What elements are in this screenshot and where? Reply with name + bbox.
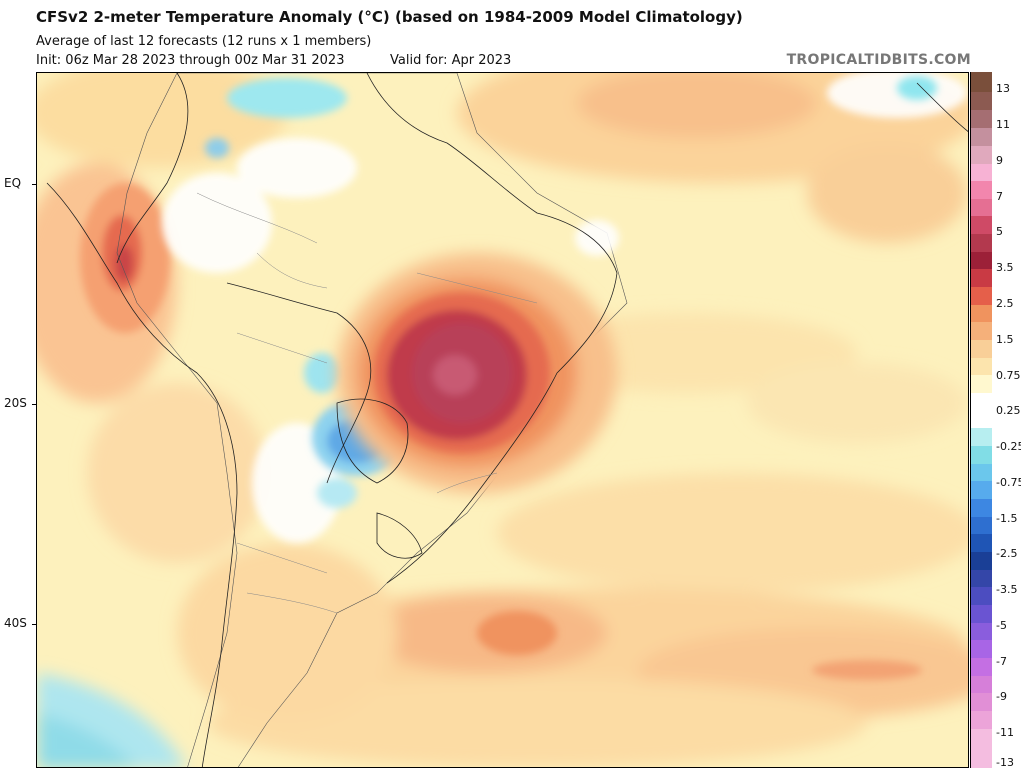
colorbar-label-7: 7 xyxy=(996,190,1003,203)
map-title: CFSv2 2-meter Temperature Anomaly (°C) (… xyxy=(36,8,743,26)
colorbar-label-5: 5 xyxy=(996,225,1003,238)
lat-label-eq: EQ xyxy=(4,176,37,190)
colorbar-label-neg-0-75: -0.75 xyxy=(996,476,1021,489)
lat-label-20s: 20S xyxy=(4,396,36,410)
colorbar-label-neg-2-5: -2.5 xyxy=(996,547,1018,560)
colorbar-label-0-75: 0.75 xyxy=(996,369,1021,382)
init-time: Init: 06z Mar 28 2023 through 00z Mar 31… xyxy=(36,53,345,68)
colorbar-label-neg-9: -9 xyxy=(996,690,1007,703)
colorbar-label-neg-1-5: -1.5 xyxy=(996,512,1018,525)
colorbar-label-9: 9 xyxy=(996,154,1003,167)
map-subtitle: Average of last 12 forecasts (12 runs x … xyxy=(36,34,372,49)
lat-label-40s: 40S xyxy=(4,616,36,630)
colorbar-label-1-5: 1.5 xyxy=(996,333,1014,346)
colorbar-label-13: 13 xyxy=(996,82,1010,95)
colorbar-label-3-5: 3.5 xyxy=(996,261,1014,274)
anomaly-map xyxy=(36,72,969,768)
brand-watermark: TROPICALTIDBITS.COM xyxy=(786,52,971,68)
colorbar-label-neg-7: -7 xyxy=(996,655,1007,668)
colorbar xyxy=(970,72,992,768)
colorbar-label-11: 11 xyxy=(996,118,1010,131)
colorbar-label-neg-13: -13 xyxy=(996,756,1014,769)
colorbar-label-neg-3-5: -3.5 xyxy=(996,583,1018,596)
colorbar-label-0-25: 0.25 xyxy=(996,404,1021,417)
colorbar-label-neg-11: -11 xyxy=(996,726,1014,739)
colorbar-label-2-5: 2.5 xyxy=(996,297,1014,310)
colorbar-label-neg-5: -5 xyxy=(996,619,1007,632)
valid-time: Valid for: Apr 2023 xyxy=(390,53,512,68)
colorbar-label-neg-0-25: -0.25 xyxy=(996,440,1021,453)
